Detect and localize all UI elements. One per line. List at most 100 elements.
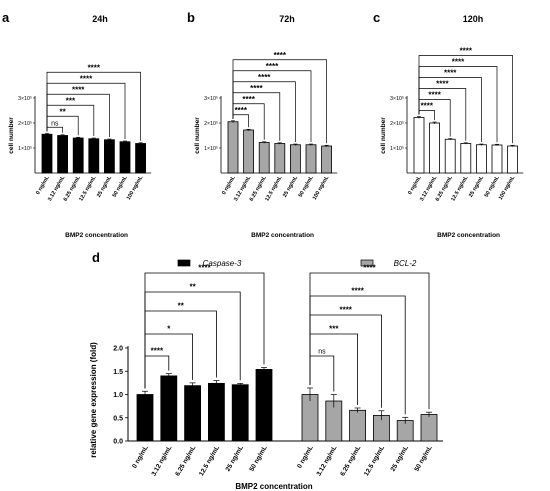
significance-label: ns	[318, 349, 326, 356]
bar	[420, 414, 438, 442]
x-tick-label: 100 ng/mL	[126, 174, 145, 201]
significance-label: ****	[363, 264, 376, 273]
x-tick-label: 25 ng/mL	[468, 174, 485, 198]
bar	[57, 135, 68, 174]
significance-bracket	[232, 92, 281, 141]
x-tick-label: 6.25 ng/mL	[174, 444, 197, 477]
x-tick-label: 0 ng/mL	[131, 444, 150, 469]
x-tick-label: 50 ng/mL	[112, 174, 129, 198]
legend-swatch	[177, 259, 191, 267]
significance-bracket	[418, 88, 467, 141]
bar	[104, 139, 115, 174]
y-axis-label: cell number	[8, 117, 15, 154]
x-tick-label: 0 ng/mL	[407, 174, 423, 196]
significance-label: ****	[460, 47, 473, 56]
significance-bracket	[232, 59, 327, 144]
x-axis-label: BMP2 concentration	[251, 232, 314, 239]
significance-label: ****	[258, 73, 271, 82]
panel-d-label: d	[92, 250, 100, 265]
significance-label: ****	[444, 69, 457, 78]
significance-label: ****	[351, 287, 364, 296]
panel-a-label: a	[2, 10, 10, 25]
x-tick-label: 25 ng/mL	[282, 174, 299, 198]
significance-label: ****	[339, 306, 352, 315]
significance-label: ****	[235, 106, 248, 115]
significance-bracket	[309, 314, 382, 408]
y-tick-label: 1×10⁵	[204, 146, 218, 152]
significance-bracket	[46, 71, 141, 141]
bar	[475, 144, 487, 174]
significance-label: ***	[66, 96, 76, 105]
bar	[429, 122, 441, 174]
y-tick-label: 1.5	[113, 369, 123, 376]
significance-label: ****	[428, 91, 441, 100]
y-tick-label: 1×10⁵	[18, 146, 32, 152]
x-tick-label: 100 ng/mL	[498, 174, 517, 201]
bar	[258, 142, 270, 174]
significance-label: **	[189, 283, 196, 292]
svg-text:c: c	[373, 10, 380, 25]
x-tick-label: 25 ng/mL	[390, 444, 410, 472]
significance-bracket	[144, 272, 265, 389]
bar	[289, 144, 301, 174]
bar	[255, 368, 273, 442]
x-tick-label: 0 ng/mL	[221, 174, 237, 196]
bar	[321, 145, 333, 174]
significance-label: ****	[242, 95, 255, 104]
significance-label: ****	[198, 264, 211, 273]
bar	[301, 394, 319, 442]
bar	[243, 129, 255, 174]
significance-label: ****	[72, 85, 85, 94]
significance-label: *	[167, 325, 171, 334]
bar	[184, 385, 202, 442]
x-tick-label: 50 ng/mL	[484, 174, 501, 198]
bar	[119, 141, 131, 174]
y-tick-label: 2.0	[113, 346, 123, 353]
significance-label: ****	[421, 102, 434, 111]
x-tick-label: 0 ng/mL	[35, 174, 51, 196]
x-tick-label: 25 ng/mL	[96, 174, 113, 198]
x-axis-label: BMP2 concentration	[65, 232, 128, 239]
bar	[160, 375, 178, 442]
significance-label: ****	[274, 51, 287, 60]
legend-swatch	[360, 259, 374, 267]
x-tick-label: 3.12 ng/mL	[150, 444, 173, 477]
bar	[135, 143, 147, 174]
significance-bracket	[309, 272, 430, 410]
y-tick-label: 2×10⁵	[204, 121, 218, 127]
bar	[444, 138, 456, 174]
y-axis-label: cell number	[380, 117, 387, 154]
bar	[207, 382, 225, 442]
significance-label: ****	[266, 62, 279, 71]
chart-title: 120h	[463, 14, 484, 24]
bar	[349, 409, 367, 442]
x-tick-label: 0 ng/mL	[296, 444, 315, 469]
bar	[227, 121, 239, 174]
significance-label: **	[59, 107, 66, 116]
legend-label: BCL-2	[394, 259, 417, 268]
svg-text:b: b	[187, 10, 195, 25]
y-tick-label: 2×10⁵	[18, 121, 32, 127]
x-tick-label: 25 ng/mL	[225, 444, 245, 472]
svg-text:d: d	[92, 250, 100, 265]
y-tick-label: 1×10⁵	[390, 146, 404, 152]
bar	[88, 138, 100, 174]
svg-text:a: a	[2, 10, 10, 25]
significance-label: ****	[250, 84, 263, 93]
significance-bracket	[309, 355, 335, 392]
bar	[231, 384, 249, 442]
y-tick-label: 3×10⁵	[18, 96, 32, 102]
bar	[136, 394, 154, 442]
x-tick-label: 50 ng/mL	[298, 174, 315, 198]
significance-bracket	[418, 55, 513, 144]
panel-c-label: c	[373, 10, 380, 25]
significance-label: **	[178, 302, 185, 311]
bar	[507, 145, 519, 174]
y-tick-label: 2×10⁵	[390, 121, 404, 127]
x-tick-label: 12.5 ng/mL	[363, 444, 386, 477]
x-axis-label: BMP2 concentration	[437, 232, 500, 239]
bar	[72, 137, 84, 174]
significance-label: ns	[51, 120, 59, 127]
